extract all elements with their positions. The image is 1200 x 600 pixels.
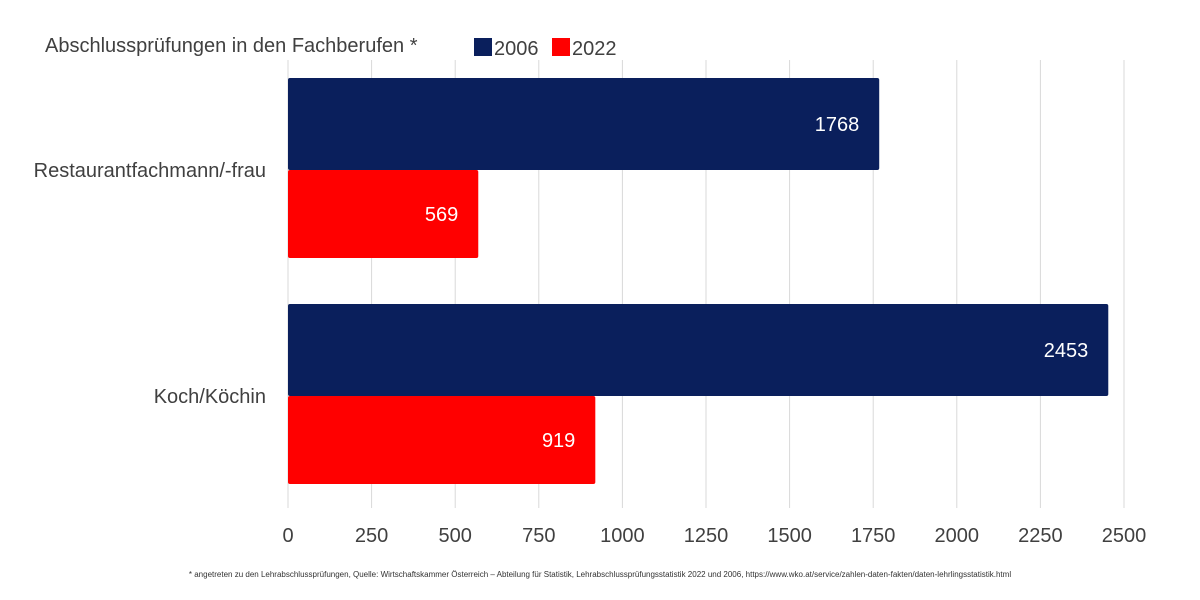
x-tick-label: 750 [522, 525, 555, 547]
legend-label: 2006 [494, 38, 539, 60]
bar [288, 170, 479, 258]
x-tick-label: 2500 [1102, 525, 1147, 547]
bar-chart: 0 250 500 750 1000 1250 1500 1750 2000 2250 2500 Ab… [34, 35, 1147, 547]
x-tick-label: 250 [355, 525, 388, 547]
footnote: * angetreten zu den Lehrabschlussprüfung… [188, 570, 1012, 579]
bar [288, 396, 596, 484]
legend-swatch [474, 38, 492, 56]
x-tick-label: 1000 [600, 525, 645, 547]
data-label: 569 [425, 204, 458, 226]
bar [288, 304, 1109, 396]
legend-label: 2022 [572, 38, 617, 60]
labels: 0 250 500 750 1000 1250 1500 1750 2000 2250 2500 Ab… [34, 35, 1147, 547]
legend-swatch [552, 38, 570, 56]
x-tick-label: 2000 [935, 525, 980, 547]
bar [288, 78, 880, 170]
data-label: 2453 [1044, 340, 1089, 362]
x-tick-label: 1250 [684, 525, 729, 547]
x-tick-label: 1750 [851, 525, 896, 547]
bars [288, 78, 1109, 484]
chart-title: Abschlussprüfungen in den Fachberufen * [45, 35, 418, 57]
category-label: Koch/Köchin [154, 386, 266, 408]
x-tick-label: 0 [282, 525, 293, 547]
data-label: 1768 [815, 114, 860, 136]
x-tick-label: 2250 [1018, 525, 1063, 547]
category-label: Restaurantfachmann/-frau [34, 160, 266, 182]
x-tick-label: 1500 [767, 525, 812, 547]
x-tick-label: 500 [439, 525, 472, 547]
data-label: 919 [542, 430, 575, 452]
